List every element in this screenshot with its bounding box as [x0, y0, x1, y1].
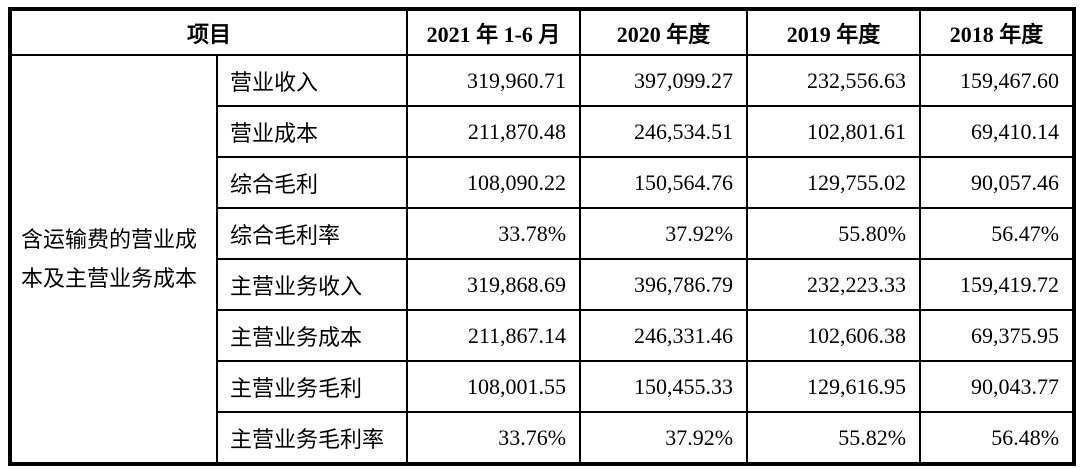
value-cell-2019: 102,606.38 — [746, 309, 922, 362]
value-cell-2021: 108,001.55 — [406, 360, 582, 413]
row-label: 主营业务成本 — [215, 309, 409, 362]
table-row: 营业成本 211,870.48 246,534.51 102,801.61 69… — [10, 105, 1076, 158]
table-header: 项目 2021 年 1-6 月 2020 年度 2019 年度 2018 年度 — [8, 8, 1076, 56]
value-cell-2019: 55.80% — [746, 207, 922, 260]
value-cell-2020: 150,455.33 — [579, 360, 749, 413]
value-cell-2021: 211,870.48 — [406, 105, 582, 158]
value-cell-2019: 129,755.02 — [746, 156, 922, 209]
table-body: 含运输费的营业成本及主营业务成本 营业收入 319,960.71 397,099.… — [9, 54, 1076, 465]
column-header-item: 项目 — [8, 8, 409, 56]
row-label: 主营业务毛利 — [215, 360, 409, 413]
value-cell-2021: 108,090.22 — [406, 156, 582, 209]
table-row: 主营业务毛利率 33.76% 37.92% 55.82% 56.48% — [10, 411, 1076, 465]
value-cell-2019: 232,223.33 — [746, 258, 922, 311]
column-header-period-2021: 2021 年 1-6 月 — [406, 8, 582, 56]
row-label: 主营业务收入 — [215, 258, 409, 311]
value-cell-2020: 396,786.79 — [579, 258, 749, 311]
row-label: 综合毛利 — [215, 156, 409, 209]
value-cell-2020: 37.92% — [579, 207, 749, 260]
value-cell-2018: 90,057.46 — [919, 156, 1076, 209]
column-header-period-2019: 2019 年度 — [746, 8, 922, 56]
row-label: 营业收入 — [215, 54, 409, 107]
value-cell-2021: 33.78% — [406, 207, 582, 260]
value-cell-2019: 129,616.95 — [746, 360, 922, 413]
value-cell-2021: 319,868.69 — [406, 258, 582, 311]
row-label: 营业成本 — [215, 105, 409, 158]
row-label: 主营业务毛利率 — [215, 411, 409, 465]
value-cell-2018: 159,467.60 — [919, 54, 1076, 107]
table-row: 综合毛利 108,090.22 150,564.76 129,755.02 90… — [10, 156, 1076, 209]
value-cell-2019: 55.82% — [746, 411, 922, 465]
table-header-row: 项目 2021 年 1-6 月 2020 年度 2019 年度 2018 年度 — [8, 8, 1076, 56]
value-cell-2018: 69,410.14 — [919, 105, 1076, 158]
table-row: 主营业务成本 211,867.14 246,331.46 102,606.38 … — [10, 309, 1076, 362]
value-cell-2021: 319,960.71 — [406, 54, 582, 107]
table-row: 综合毛利率 33.78% 37.92% 55.80% 56.47% — [10, 207, 1076, 260]
value-cell-2019: 232,556.63 — [746, 54, 922, 107]
table-row: 主营业务收入 319,868.69 396,786.79 232,223.33 … — [10, 258, 1076, 311]
value-cell-2018: 56.48% — [919, 411, 1076, 465]
value-cell-2018: 69,375.95 — [919, 309, 1076, 362]
value-cell-2020: 246,534.51 — [579, 105, 749, 158]
value-cell-2020: 150,564.76 — [579, 156, 749, 209]
table-row: 主营业务毛利 108,001.55 150,455.33 129,616.95 … — [10, 360, 1076, 413]
value-cell-2018: 90,043.77 — [919, 360, 1076, 413]
value-cell-2019: 102,801.61 — [746, 105, 922, 158]
column-header-period-2020: 2020 年度 — [579, 8, 749, 56]
row-group-label: 含运输费的营业成本及主营业务成本 — [9, 54, 218, 465]
value-cell-2020: 37.92% — [579, 411, 749, 465]
financial-data-table: 项目 2021 年 1-6 月 2020 年度 2019 年度 2018 年度 … — [8, 7, 1077, 466]
value-cell-2021: 33.76% — [406, 411, 582, 465]
value-cell-2020: 397,099.27 — [579, 54, 749, 107]
value-cell-2018: 56.47% — [919, 207, 1076, 260]
row-label: 综合毛利率 — [215, 207, 409, 260]
value-cell-2021: 211,867.14 — [406, 309, 582, 362]
value-cell-2020: 246,331.46 — [579, 309, 749, 362]
column-header-period-2018: 2018 年度 — [919, 8, 1076, 56]
table-row: 含运输费的营业成本及主营业务成本 营业收入 319,960.71 397,099.… — [9, 54, 1076, 465]
value-cell-2018: 159,419.72 — [919, 258, 1076, 311]
